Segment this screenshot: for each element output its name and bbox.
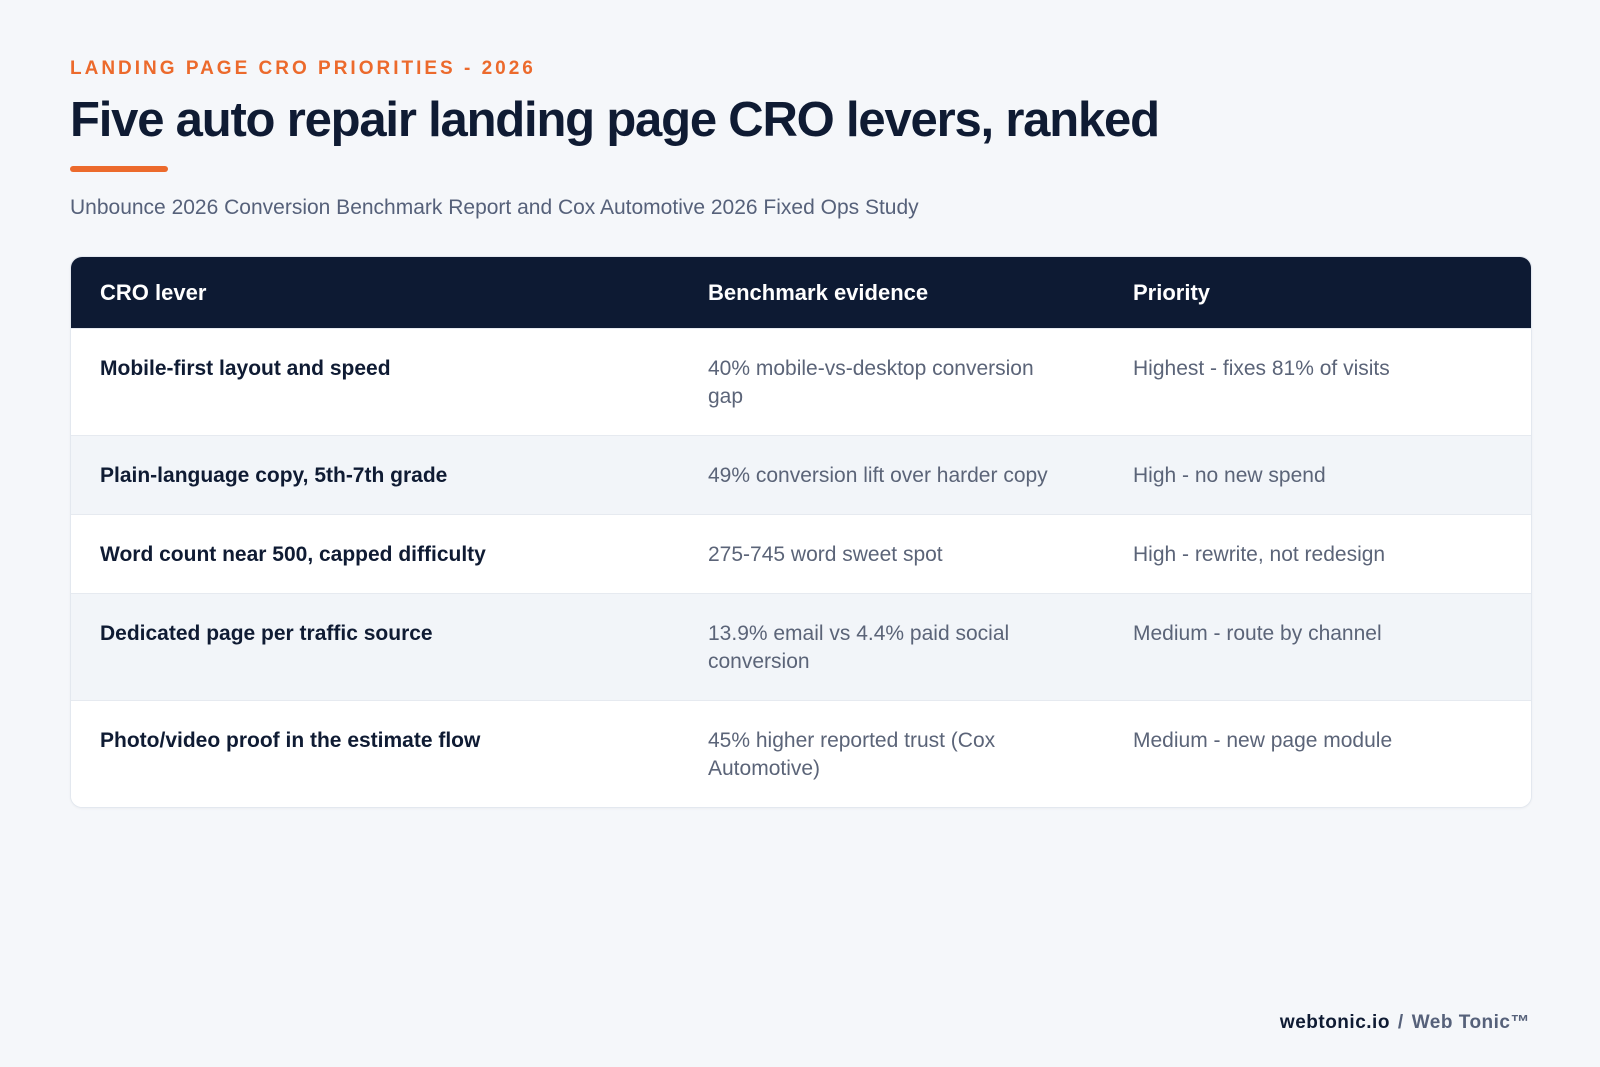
- page-title: Five auto repair landing page CRO levers…: [70, 93, 1160, 147]
- page-subtitle: Unbounce 2026 Conversion Benchmark Repor…: [70, 196, 919, 219]
- table-row: Word count near 500, capped difficulty 2…: [71, 514, 1531, 594]
- lever-cell: Word count near 500, capped difficulty: [100, 543, 486, 566]
- evidence-cell: 275-745 word sweet spot: [708, 543, 943, 566]
- column-header-priority: Priority: [1133, 279, 1211, 305]
- evidence-cell: 13.9% email vs 4.4% paid social conversi…: [708, 622, 1010, 673]
- column-header-cro-lever: CRO lever: [100, 279, 207, 305]
- footer-credit: webtonic.io / Web Tonic™: [1280, 1012, 1530, 1034]
- table-header-row: CRO lever Benchmark evidence Priority: [71, 257, 1531, 329]
- priority-cell: Medium - new page module: [1133, 729, 1393, 752]
- evidence-cell: 40% mobile-vs-desktop conversion gap: [708, 357, 1034, 408]
- column-header-benchmark-evidence: Benchmark evidence: [708, 279, 929, 305]
- priority-cell: High - no new spend: [1133, 464, 1326, 487]
- lever-cell: Photo/video proof in the estimate flow: [100, 729, 481, 752]
- footer-separator: /: [1397, 1012, 1404, 1033]
- eyebrow-label: LANDING PAGE CRO PRIORITIES - 2026: [70, 58, 536, 79]
- table-row: Plain-language copy, 5th-7th grade 49% c…: [71, 435, 1531, 515]
- title-accent-rule: [70, 166, 168, 172]
- table-row: Mobile-first layout and speed 40% mobile…: [71, 328, 1531, 436]
- table-body: Mobile-first layout and speed 40% mobile…: [71, 328, 1531, 807]
- table-row: Dedicated page per traffic source 13.9% …: [71, 593, 1531, 701]
- lever-cell: Dedicated page per traffic source: [100, 622, 433, 645]
- footer-domain: webtonic.io: [1279, 1012, 1390, 1033]
- priority-cell: Medium - route by channel: [1133, 622, 1382, 645]
- lever-cell: Mobile-first layout and speed: [100, 357, 391, 380]
- cro-levers-table-card: CRO lever Benchmark evidence Priority Mo…: [70, 256, 1532, 808]
- evidence-cell: 49% conversion lift over harder copy: [708, 464, 1048, 487]
- footer-brand: Web Tonic™: [1411, 1012, 1530, 1033]
- evidence-cell: 45% higher reported trust (Cox Automotiv…: [708, 729, 996, 780]
- priority-cell: High - rewrite, not redesign: [1133, 543, 1386, 566]
- cro-levers-table: CRO lever Benchmark evidence Priority Mo…: [71, 257, 1531, 807]
- table-header: CRO lever Benchmark evidence Priority: [71, 257, 1531, 329]
- lever-cell: Plain-language copy, 5th-7th grade: [100, 464, 448, 487]
- table-row: Photo/video proof in the estimate flow 4…: [71, 700, 1531, 807]
- priority-cell: Highest - fixes 81% of visits: [1133, 357, 1390, 380]
